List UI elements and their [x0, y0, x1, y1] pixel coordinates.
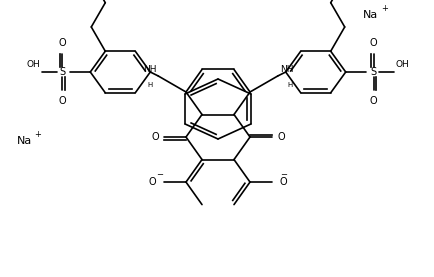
Text: OH: OH — [395, 60, 408, 68]
Text: O: O — [151, 132, 158, 142]
Text: Na: Na — [16, 136, 32, 146]
Text: O: O — [276, 132, 284, 142]
Text: O: O — [369, 96, 377, 106]
Text: S: S — [59, 67, 65, 77]
Text: O: O — [279, 177, 287, 187]
Text: S: S — [370, 67, 376, 77]
Text: H: H — [287, 82, 292, 88]
Text: H: H — [147, 82, 152, 88]
Text: NH: NH — [142, 65, 156, 74]
Text: O: O — [148, 177, 156, 187]
Text: −: − — [280, 171, 287, 179]
Text: O: O — [58, 96, 66, 106]
Text: −: − — [156, 171, 163, 179]
Text: +: + — [380, 4, 387, 13]
Text: NH: NH — [279, 65, 293, 74]
Text: OH: OH — [26, 60, 40, 68]
Text: O: O — [58, 38, 66, 48]
Text: Na: Na — [362, 10, 378, 20]
Text: +: + — [34, 130, 41, 139]
Text: O: O — [369, 38, 377, 48]
